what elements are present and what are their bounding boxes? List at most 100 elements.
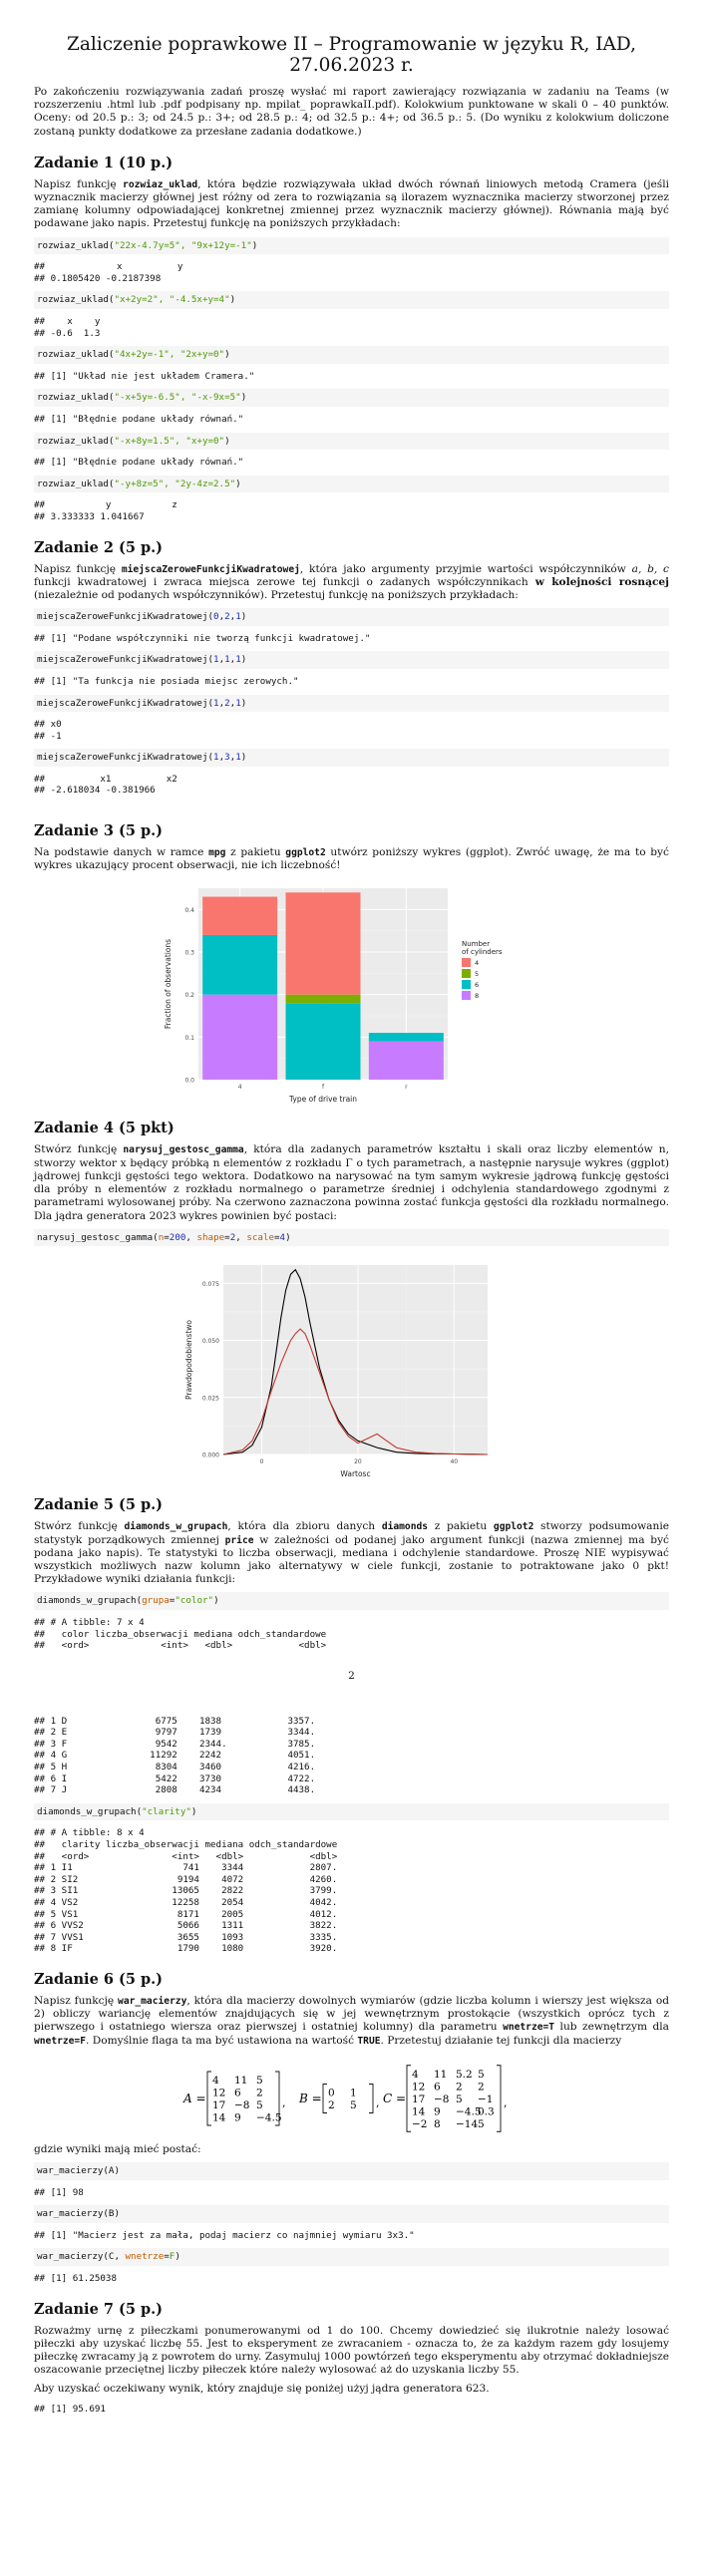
matrix-separator: , <box>376 2096 380 2109</box>
matrix-a-cell: 4 <box>212 2075 219 2087</box>
matrix-c-cell: 2 <box>456 2081 463 2093</box>
matrix-c-cell: 4 <box>412 2069 419 2081</box>
task-1-description: Napisz funkcję rozwiaz_uklad, która będz… <box>34 177 670 230</box>
matrix-a-cell: 2 <box>256 2087 263 2098</box>
matrix-a-cell: −8 <box>234 2099 249 2111</box>
matrix-b-cell: 2 <box>328 2099 335 2111</box>
code-block: rozwiaz_uklad("22x-4.7y=5", "9x+12y=-1") <box>34 236 669 255</box>
matrix-a-cell: −4.5 <box>256 2111 282 2123</box>
task-4-heading: Zadanie 4 (5 pkt) <box>34 1120 175 1137</box>
task-3-heading: Zadanie 3 (5 p.) <box>34 822 164 840</box>
x-axis-label: Type of drive train <box>288 1095 357 1104</box>
code-block: miejscaZeroweFunkcjiKwadratowej(1,1,1) <box>34 651 669 669</box>
x-tick-label: 20 <box>354 1458 362 1465</box>
legend-label: 4 <box>475 959 479 967</box>
code-output: ## x0 ## -1 <box>34 719 62 742</box>
code-block: rozwiaz_uklad("4x+2y=-1", "2x+y=0") <box>34 346 669 364</box>
matrix-equation: A =4 11 512 6 217 −8 514 9 −4.5, B = 0 12 5, C =4 11 5.… <box>182 2065 508 2132</box>
legend-swatch <box>462 991 471 1001</box>
task-7-heading: Zadanie 7 (5 p.) <box>34 2300 164 2318</box>
code-block: war_macierzy(C, wnetrze=F) <box>34 2248 669 2266</box>
legend-swatch <box>462 969 471 979</box>
task-2-description: Napisz funkcję miejscaZeroweFunkcjiKwadr… <box>34 562 669 601</box>
code-output: ## [1] "Ta funkcja nie posiada miejsc ze… <box>34 675 299 687</box>
code-block: diamonds_w_grupach(grupa="color") <box>34 1592 669 1610</box>
legend-label: 6 <box>475 981 479 989</box>
matrix-a-cell: 6 <box>234 2087 241 2098</box>
matrix-c-cell: 5 <box>478 2069 485 2081</box>
y-tick-label: 0.0 <box>184 1078 194 1085</box>
code-block: miejscaZeroweFunkcjiKwadratowej(0,2,1) <box>34 608 669 626</box>
code-output: ## # A tibble: 7 x 4 ## color liczba_obs… <box>34 1616 327 1652</box>
x-tick-label: 0 <box>260 1458 264 1465</box>
matrix-c-bracket-right <box>497 2065 502 2132</box>
bar-segment <box>368 1042 444 1081</box>
matrix-c-cell: 2 <box>478 2081 485 2093</box>
code-output: ## [1] "Błędnie podane układy równań." <box>34 457 244 469</box>
matrix-a-cell: 9 <box>234 2111 241 2123</box>
matrix-c-bracket-left <box>406 2065 411 2132</box>
bar-segment <box>285 1003 361 1081</box>
y-tick-label: 0.075 <box>202 1281 219 1288</box>
y-tick-label: 0.050 <box>202 1338 219 1345</box>
density-line <box>222 1268 489 1455</box>
intro-paragraph: Po zakończeniu rozwiązywania zadań prosz… <box>34 86 669 138</box>
task-6-heading: Zadanie 6 (5 p.) <box>34 1970 164 1988</box>
bar-segment <box>202 897 278 936</box>
code-output: ## [1] "Układ nie jest układem Cramera." <box>34 370 255 382</box>
bar-segment <box>202 995 278 1081</box>
task-7-seed-note: Aby uzyskać oczekiwany wynik, który znaj… <box>34 2383 490 2396</box>
task-3-description: Na podstawie danych w ramce mpg z pakiet… <box>34 846 669 872</box>
matrix-a-bracket-left <box>206 2071 211 2126</box>
code-block: narysuj_gestosc_gamma(n=200, shape=2, sc… <box>34 1228 669 1247</box>
matrix-a-cell: 14 <box>212 2111 226 2123</box>
y-axis-label: Fraction of observations <box>164 939 173 1029</box>
task-6-description: Napisz funkcję war_macierzy, która dla m… <box>34 1994 670 2047</box>
matrix-c-cell: 11 <box>434 2069 447 2081</box>
matrix-a-bracket-right <box>275 2071 280 2126</box>
matrix-b-cell: 1 <box>350 2087 357 2098</box>
document-page: Zaliczenie poprawkowe II – Programowanie… <box>34 0 669 2421</box>
page-number: 2 <box>348 1669 355 1682</box>
legend-label: 8 <box>475 992 479 1000</box>
matrix-separator: , <box>282 2096 286 2109</box>
matrix-c-label: C = <box>383 2092 406 2105</box>
stacked-bar-chart: 0.0 0.1 0.2 0.3 0.4 4 f r Type of drive train Fra… <box>164 888 503 1104</box>
code-output: ## 1 D 6775 1838 3357. ## 2 E 9797 1739 … <box>34 1715 316 1796</box>
code-block: diamonds_w_grupach("clarity") <box>34 1802 669 1821</box>
y-tick-label: 0.1 <box>184 1035 194 1042</box>
x-axis-label: Wartosc <box>340 1469 370 1478</box>
legend-title: Number <box>462 940 490 948</box>
matrix-c-cell: 17 <box>412 2093 425 2105</box>
matrix-b-cell: 5 <box>350 2099 357 2111</box>
code-output: ## y z ## 3.333333 1.041667 <box>34 499 177 522</box>
x-tick-label: 40 <box>450 1458 458 1465</box>
code-block: rozwiaz_uklad("-x+8y=1.5", "x+y=0") <box>34 432 669 451</box>
bar-segment <box>285 892 361 996</box>
plot-panel <box>223 1265 488 1455</box>
matrix-a-cell: 17 <box>212 2099 225 2111</box>
density-line <box>222 1328 489 1455</box>
matrix-c-cell: 5 <box>456 2093 463 2105</box>
matrix-b-bracket-right <box>369 2083 374 2113</box>
code-output: ## [1] "Podane współczynniki nie tworzą … <box>34 632 371 644</box>
code-block: miejscaZeroweFunkcjiKwadratowej(1,3,1) <box>34 749 669 767</box>
code-output: ## x1 x2 ## -2.618034 -0.381966 <box>34 773 177 797</box>
matrix-a-cell: 12 <box>212 2087 225 2098</box>
bar-segment <box>285 995 361 1004</box>
code-output: ## [1] 61.25038 <box>34 2272 117 2284</box>
matrix-c-cell: −4.5 <box>456 2105 482 2117</box>
bar-segment <box>368 1033 444 1043</box>
task-7-description: Rozważmy urnę z piłeczkami ponumerowanym… <box>34 2324 669 2377</box>
task-5-description: Stwórz funkcję diamonds_w_grupach, która… <box>34 1520 669 1586</box>
code-block: war_macierzy(B) <box>34 2205 669 2223</box>
legend-swatch <box>462 980 471 990</box>
x-tick-label: 4 <box>238 1084 242 1091</box>
y-tick-label: 0.3 <box>184 950 194 957</box>
code-block: miejscaZeroweFunkcjiKwadratowej(1,2,1) <box>34 694 669 713</box>
matrix-c-cell: 14 <box>412 2105 426 2117</box>
y-tick-label: 0.025 <box>202 1396 219 1403</box>
x-tick-label: f <box>322 1084 325 1091</box>
matrix-a-cell: 5 <box>256 2099 263 2111</box>
y-tick-label: 0.000 <box>202 1452 219 1459</box>
